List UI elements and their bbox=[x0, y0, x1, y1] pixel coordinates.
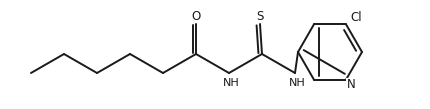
Text: Cl: Cl bbox=[350, 11, 362, 24]
Text: NH: NH bbox=[223, 78, 240, 88]
Text: N: N bbox=[347, 78, 355, 91]
Text: NH: NH bbox=[289, 78, 305, 88]
Text: O: O bbox=[191, 9, 201, 22]
Text: S: S bbox=[256, 9, 264, 22]
